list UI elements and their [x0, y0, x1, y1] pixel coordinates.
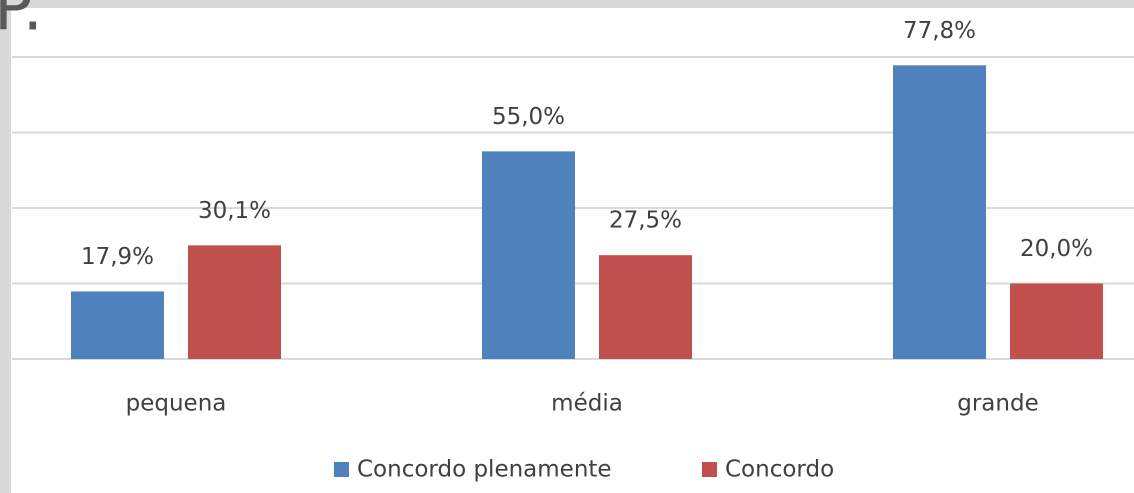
left-border [0, 0, 11, 493]
legend-label: Concordo [725, 457, 834, 483]
data-label: 77,8% [903, 18, 976, 44]
bar [599, 255, 692, 359]
data-label: 30,1% [198, 198, 271, 224]
data-label: 17,9% [81, 244, 154, 270]
bar [893, 65, 986, 360]
legend-label: Concordo plenamente [357, 457, 612, 483]
x-tick-label: média [551, 391, 623, 417]
bar [188, 245, 281, 359]
legend-swatch [334, 462, 349, 477]
data-label: 27,5% [609, 208, 682, 234]
bar [1010, 283, 1103, 359]
top-border [0, 0, 1134, 8]
x-tick-label: grande [957, 391, 1038, 417]
x-tick-label: pequena [126, 391, 227, 417]
chart-title: P. [0, 0, 43, 46]
legend-swatch [702, 462, 717, 477]
data-label: 55,0% [492, 104, 565, 130]
data-label: 20,0% [1020, 236, 1093, 262]
bar [71, 291, 164, 359]
bar [482, 151, 575, 359]
